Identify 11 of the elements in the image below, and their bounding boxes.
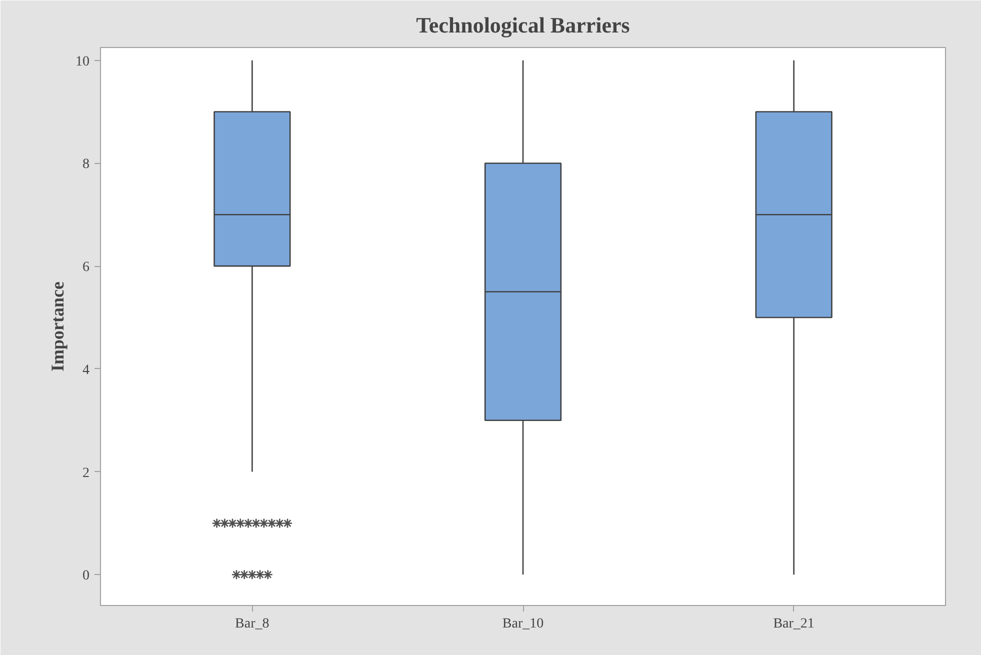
chart-title: Technological Barriers (416, 12, 630, 38)
y-tick-label: 8 (82, 157, 90, 172)
y-tick-label: 4 (82, 362, 90, 378)
x-tick-label: Bar_10 (502, 616, 544, 632)
y-axis-title: Importance (48, 282, 68, 372)
y-tick-label: 2 (82, 466, 90, 481)
x-tick-label: Bar_8 (235, 616, 270, 632)
x-tick-label: Bar_21 (773, 616, 814, 632)
y-tick-label: 10 (76, 54, 90, 70)
y-tick-label: 6 (82, 260, 90, 276)
y-tick-label: 0 (82, 568, 90, 584)
